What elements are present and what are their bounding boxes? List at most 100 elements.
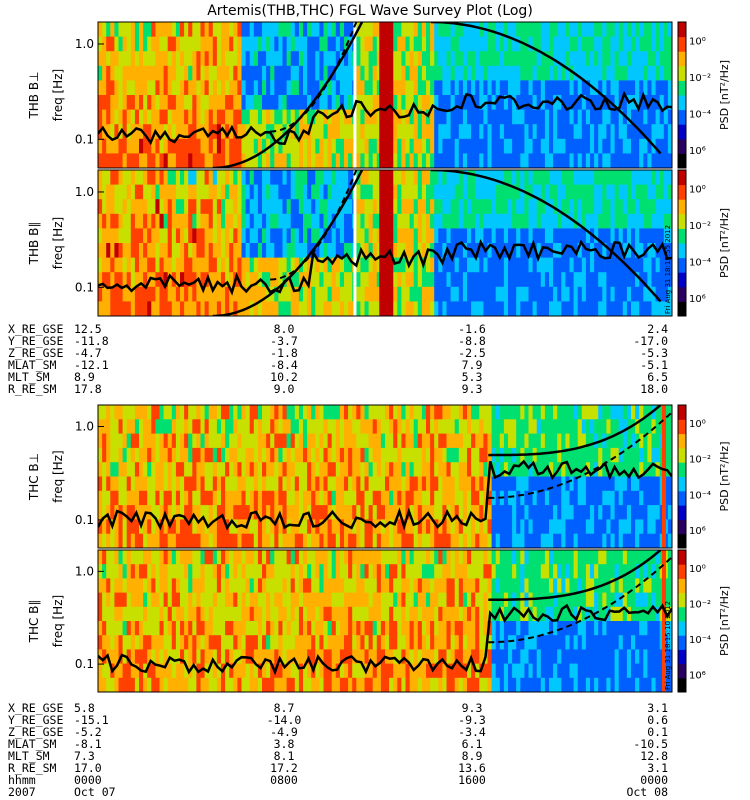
spectrogram-cell <box>655 419 661 435</box>
spectrogram-cell <box>348 663 353 679</box>
spectrogram-cell <box>569 170 575 186</box>
spectrogram-cell <box>577 65 583 81</box>
spectrogram-cell <box>126 606 132 622</box>
spectrogram-cell <box>225 505 230 520</box>
spectrogram-cell <box>516 184 521 200</box>
spectrogram-cell <box>130 153 136 168</box>
spectrogram-cell <box>573 153 579 168</box>
spectrogram-cell <box>216 22 222 38</box>
spectrogram-cell <box>262 138 267 154</box>
spectrogram-cell <box>102 533 107 548</box>
spectrogram-cell <box>130 533 136 548</box>
spectrogram-cell <box>319 490 324 506</box>
spectrogram-cell <box>667 36 672 52</box>
spectrogram-cell <box>122 433 128 449</box>
spectrogram-cell <box>663 80 669 96</box>
spectrogram-cell <box>303 476 308 492</box>
spectrogram-cell <box>565 95 570 111</box>
spectrogram-cell <box>663 36 669 52</box>
spectrogram-cell <box>282 462 288 477</box>
spectrogram-cell <box>364 170 370 186</box>
spectrogram-cell <box>319 109 324 125</box>
spectrogram-cell <box>163 578 169 594</box>
spectrogram-cell <box>319 447 324 463</box>
spectrogram-cell <box>380 405 386 420</box>
spectrogram-cell <box>458 124 464 140</box>
spectrogram-cell <box>491 301 497 316</box>
spectrogram-cell <box>233 550 238 565</box>
spectrogram-cell <box>631 109 636 125</box>
spectrogram-cell <box>499 36 505 52</box>
spectrogram-cell <box>122 621 128 636</box>
spectrogram-cell <box>409 228 415 244</box>
spectrogram-cell <box>298 476 304 492</box>
spectrogram-cell <box>590 490 595 506</box>
spectrogram-cell <box>159 80 165 96</box>
spectrogram-cell <box>159 257 165 273</box>
spectrogram-cell <box>196 138 201 154</box>
spectrogram-cell <box>225 170 230 186</box>
spectrogram-cell <box>655 199 661 215</box>
spectrogram-cell <box>417 519 423 535</box>
spectrogram-cell <box>204 138 210 154</box>
spectrogram-cell <box>106 153 111 168</box>
spectrogram-cell <box>376 606 382 622</box>
spectrogram-cell <box>475 109 480 125</box>
spectrogram-cell <box>413 447 419 463</box>
spectrogram-cell <box>626 184 632 200</box>
spectrogram-cell <box>631 153 636 168</box>
spectrogram-cell <box>421 533 427 548</box>
spectrogram-cell <box>188 65 193 81</box>
spectrogram-cell <box>184 124 189 140</box>
spectrogram-cell <box>122 606 128 622</box>
spectrogram-cell <box>331 199 337 215</box>
spectrogram-cell <box>549 228 554 244</box>
spectrogram-cell <box>454 153 460 168</box>
spectrogram-cell <box>397 447 402 463</box>
spectrogram-cell <box>208 286 214 302</box>
spectrogram-cell <box>122 635 128 650</box>
spectrogram-cell <box>368 228 374 244</box>
harmonic-curve <box>488 411 672 499</box>
spectrogram-cell <box>426 490 431 506</box>
spectrogram-cell <box>307 138 312 154</box>
spectrogram-cell <box>380 578 386 594</box>
spectrogram-cell <box>200 213 206 229</box>
spectrogram-cell <box>282 65 288 81</box>
spectrogram-cell <box>553 51 558 67</box>
spectrogram-cell <box>216 505 222 520</box>
spectrogram-cell <box>294 621 300 636</box>
spectrogram-cell <box>573 505 579 520</box>
spectrogram-cell <box>114 80 119 96</box>
spectrogram-cell <box>553 199 558 215</box>
spectrogram-cell <box>372 621 378 636</box>
spectrogram-cell <box>175 153 181 168</box>
spectrogram-cell <box>549 462 554 477</box>
spectrogram-cell <box>303 170 308 186</box>
spectrogram-cell <box>631 419 636 435</box>
spectrogram-cell <box>364 649 370 665</box>
spectrogram-cell <box>98 462 103 477</box>
spectrogram-cell <box>159 476 165 492</box>
spectrogram-cell <box>143 153 148 168</box>
spectrogram-cell <box>303 286 308 302</box>
spectrogram-cell <box>544 301 550 316</box>
spectrogram-cell <box>151 213 156 229</box>
spectrogram-cell <box>249 649 255 665</box>
spectrogram-cell <box>294 199 300 215</box>
spectrogram-cell <box>540 51 546 67</box>
spectrogram-cell <box>200 199 206 215</box>
spectrogram-cell <box>139 51 144 67</box>
spectrogram-cell <box>335 51 341 67</box>
spectrogram-cell <box>344 301 349 316</box>
spectrogram-cell <box>130 228 136 244</box>
spectrogram-cell <box>233 51 238 67</box>
spectrogram-cell <box>286 184 292 200</box>
spectrogram-cell <box>454 405 460 420</box>
spectrogram-cell <box>175 462 181 477</box>
spectrogram-cell <box>294 635 300 650</box>
spectrogram-cell <box>442 533 447 548</box>
spectrogram-cell <box>266 36 271 52</box>
spectrogram-cell <box>618 533 624 548</box>
spectrogram-cell <box>442 257 447 273</box>
